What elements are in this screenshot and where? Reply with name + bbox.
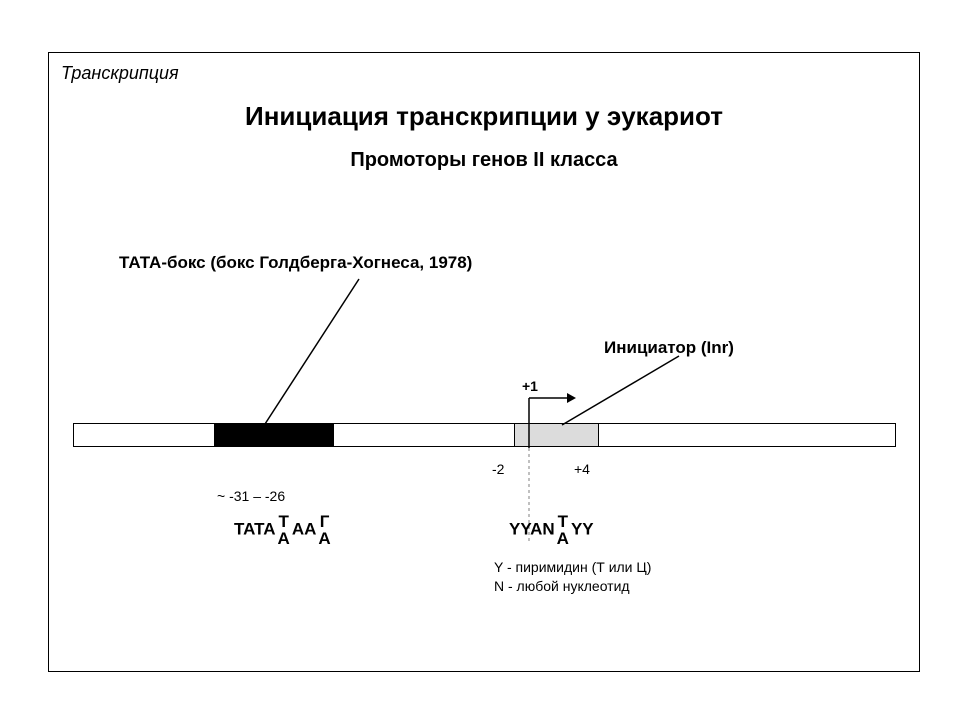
inr-alt-bot: A (557, 530, 569, 547)
subtitle: Промоторы генов II класса (49, 149, 919, 172)
tata-label: ТАТА-бокс (бокс Голдберга-Хогнеса, 1978) (119, 253, 472, 273)
legend-line-y: Y - пиримидин (Т или Ц) (494, 558, 651, 577)
tata-box (214, 424, 334, 446)
tata-seq-prefix: TATA (234, 519, 276, 538)
minus2-label: -2 (492, 461, 504, 477)
tss-arrowhead-icon (567, 393, 576, 403)
tata-alt2-bot: А (318, 530, 330, 547)
inr-label: Инициатор (Inr) (604, 338, 734, 358)
section-label: Транскрипция (61, 63, 179, 84)
tata-pointer-line (265, 279, 359, 424)
legend-defs: Y - пиримидин (Т или Ц) N - любой нуклео… (494, 558, 651, 596)
tata-seq-alt1: T A (278, 513, 290, 547)
plus1-label: +1 (522, 378, 538, 394)
tata-range-label: ~ -31 – -26 (217, 488, 285, 504)
inr-seq-alt: T A (557, 513, 569, 547)
gene-bar (73, 423, 896, 447)
title-main: Инициация транскрипции у эукариот (49, 101, 919, 132)
inr-seq-prefix: YYAN (509, 519, 555, 538)
tata-consensus: TATA T A AA Г А (234, 513, 333, 547)
tata-alt2-top: Г (318, 513, 330, 530)
legend-line-n: N - любой нуклеотид (494, 577, 651, 596)
inr-pointer-line (562, 356, 679, 425)
inr-seq-suffix: YY (571, 519, 594, 538)
tata-seq-alt2: Г А (318, 513, 330, 547)
inr-box (514, 424, 599, 446)
inr-consensus: YYAN T A YY (509, 513, 594, 547)
tata-alt1-bot: A (278, 530, 290, 547)
slide-frame: Транскрипция Инициация транскрипции у эу… (48, 52, 920, 672)
tata-alt1-top: T (278, 513, 290, 530)
plus4-label: +4 (574, 461, 590, 477)
tata-seq-mid: AA (292, 519, 317, 538)
inr-alt-top: T (557, 513, 569, 530)
pointer-lines (49, 53, 919, 671)
